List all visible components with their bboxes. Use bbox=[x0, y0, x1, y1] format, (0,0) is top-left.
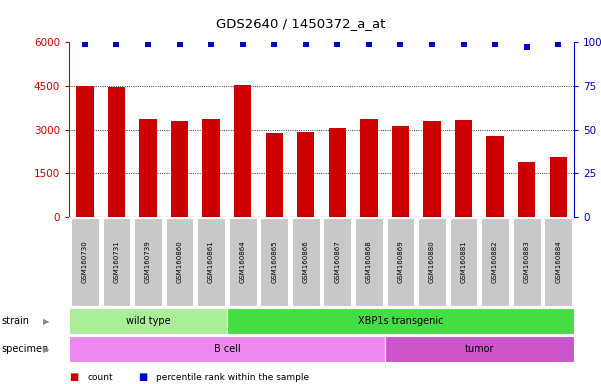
Bar bbox=[392, 126, 409, 217]
Text: GSM160864: GSM160864 bbox=[240, 241, 246, 283]
Point bbox=[206, 41, 216, 47]
Text: GSM160865: GSM160865 bbox=[271, 241, 277, 283]
Bar bbox=[234, 85, 251, 217]
Bar bbox=[549, 157, 567, 217]
Bar bbox=[297, 132, 314, 217]
Point bbox=[238, 41, 248, 47]
Text: ■: ■ bbox=[138, 372, 147, 382]
Bar bbox=[418, 218, 446, 306]
Bar bbox=[197, 218, 225, 306]
Text: GSM160883: GSM160883 bbox=[523, 241, 529, 283]
Bar bbox=[292, 218, 320, 306]
Point bbox=[301, 41, 311, 47]
Text: strain: strain bbox=[1, 316, 29, 326]
Bar bbox=[455, 120, 472, 217]
Bar bbox=[355, 218, 383, 306]
Text: ■: ■ bbox=[69, 372, 78, 382]
Bar bbox=[69, 336, 385, 362]
Text: GSM160880: GSM160880 bbox=[429, 241, 435, 283]
Text: B cell: B cell bbox=[213, 344, 240, 354]
Bar bbox=[266, 132, 283, 217]
Text: GSM160731: GSM160731 bbox=[114, 241, 120, 283]
Bar bbox=[203, 119, 220, 217]
Bar bbox=[134, 218, 162, 306]
Bar bbox=[423, 121, 441, 217]
Point bbox=[112, 41, 121, 47]
Text: GSM160884: GSM160884 bbox=[555, 241, 561, 283]
Bar bbox=[360, 119, 377, 217]
Text: GSM160739: GSM160739 bbox=[145, 241, 151, 283]
Bar bbox=[545, 218, 572, 306]
Point bbox=[364, 41, 374, 47]
Bar bbox=[260, 218, 288, 306]
Text: percentile rank within the sample: percentile rank within the sample bbox=[156, 372, 310, 382]
Bar bbox=[166, 218, 194, 306]
Point bbox=[80, 41, 90, 47]
Bar bbox=[227, 308, 574, 334]
Text: count: count bbox=[87, 372, 113, 382]
Bar bbox=[323, 218, 351, 306]
Text: specimen: specimen bbox=[1, 344, 49, 354]
Bar bbox=[386, 218, 414, 306]
Bar bbox=[69, 308, 227, 334]
Text: ▶: ▶ bbox=[43, 344, 50, 354]
Text: GSM160868: GSM160868 bbox=[366, 241, 372, 283]
Text: wild type: wild type bbox=[126, 316, 170, 326]
Text: GSM160860: GSM160860 bbox=[177, 241, 183, 283]
Point bbox=[459, 41, 468, 47]
Bar bbox=[329, 128, 346, 217]
Bar bbox=[139, 119, 157, 217]
Point bbox=[490, 41, 500, 47]
Text: GDS2640 / 1450372_a_at: GDS2640 / 1450372_a_at bbox=[216, 17, 385, 30]
Text: GSM160730: GSM160730 bbox=[82, 241, 88, 283]
Bar bbox=[171, 121, 188, 217]
Bar bbox=[385, 336, 574, 362]
Bar bbox=[450, 218, 477, 306]
Bar bbox=[103, 218, 130, 306]
Point bbox=[143, 41, 153, 47]
Bar bbox=[108, 88, 125, 217]
Bar bbox=[518, 162, 535, 217]
Text: GSM160882: GSM160882 bbox=[492, 241, 498, 283]
Bar bbox=[481, 218, 509, 306]
Bar bbox=[71, 218, 99, 306]
Text: GSM160861: GSM160861 bbox=[208, 241, 214, 283]
Text: GSM160867: GSM160867 bbox=[334, 241, 340, 283]
Point bbox=[554, 41, 563, 47]
Bar bbox=[486, 136, 504, 217]
Text: tumor: tumor bbox=[465, 344, 494, 354]
Text: XBP1s transgenic: XBP1s transgenic bbox=[358, 316, 443, 326]
Text: ▶: ▶ bbox=[43, 316, 50, 326]
Text: GSM160881: GSM160881 bbox=[460, 241, 466, 283]
Point bbox=[522, 45, 531, 51]
Point bbox=[269, 41, 279, 47]
Point bbox=[395, 41, 405, 47]
Text: GSM160869: GSM160869 bbox=[397, 241, 403, 283]
Point bbox=[427, 41, 437, 47]
Bar bbox=[76, 86, 94, 217]
Point bbox=[332, 41, 342, 47]
Bar bbox=[513, 218, 540, 306]
Bar bbox=[229, 218, 257, 306]
Point bbox=[175, 41, 185, 47]
Text: GSM160866: GSM160866 bbox=[303, 241, 309, 283]
